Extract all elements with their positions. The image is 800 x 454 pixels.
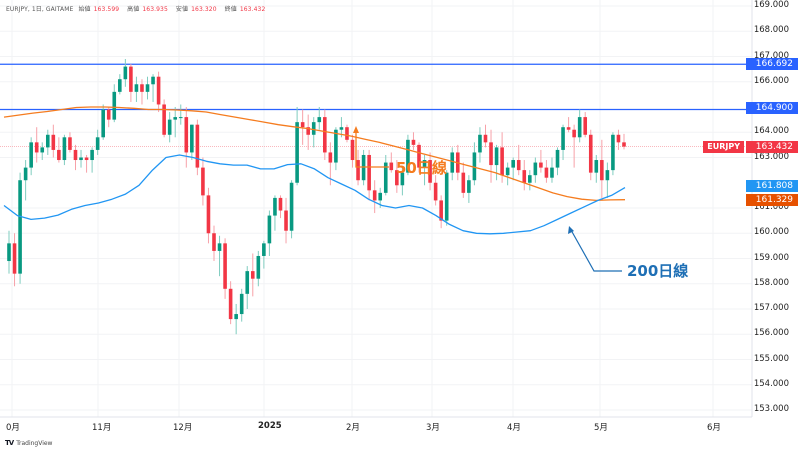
moving-average-lines xyxy=(3,106,626,235)
time-tick-label: 2月 xyxy=(346,423,360,433)
open-label: 始値 xyxy=(78,6,91,13)
time-tick-label: 3月 xyxy=(426,423,440,433)
ma200-value-tag: 161.808 xyxy=(746,180,798,192)
price-tick-label: 167.000 xyxy=(753,50,789,61)
ma50-line xyxy=(3,106,626,202)
annotation-arrows xyxy=(353,126,622,272)
high-value: 163.935 xyxy=(142,6,168,13)
price-tick-label: 168.000 xyxy=(753,25,789,36)
time-tick-label: 4月 xyxy=(507,423,521,433)
time-tick-label: 6月 xyxy=(707,423,721,433)
low-label: 安値 xyxy=(175,6,189,13)
price-tick-label: 163.000 xyxy=(753,151,789,162)
candles xyxy=(7,59,626,335)
ma200-annotation-label: 200日線 xyxy=(627,262,689,280)
time-tick-label: 11月 xyxy=(92,423,112,433)
price-tick-label: 166.000 xyxy=(753,75,789,86)
price-tick-label: 154.000 xyxy=(753,378,789,389)
price-tick-label: 164.000 xyxy=(753,126,789,137)
ma50-value-tag: 161.329 xyxy=(746,194,798,206)
ma50-annotation-label: 50日線 xyxy=(396,159,447,177)
price-tick-label: 153.000 xyxy=(753,404,789,414)
price-tick-label: 169.000 xyxy=(753,0,789,10)
tradingview-logo-icon: TV xyxy=(5,439,14,447)
open-value: 163.599 xyxy=(93,6,120,13)
tradingview-logo[interactable]: TV TradingView xyxy=(5,439,52,447)
symbol-name: EURJPY, 1日, GAITAME xyxy=(6,6,74,13)
resistance-high-tag: 166.692 xyxy=(746,58,798,70)
symbol-legend: EURJPY, 1日, GAITAME 始値 163.599 高値 163.935 … xyxy=(6,4,271,13)
price-tick-label: 155.000 xyxy=(753,353,789,364)
time-tick-label: 12月 xyxy=(173,423,193,433)
resistance-low-tag: 164.900 xyxy=(746,102,798,114)
time-tick-label: 5月 xyxy=(594,423,608,433)
grid-lines xyxy=(0,0,752,417)
price-tick-label: 158.000 xyxy=(753,277,789,288)
time-tick-label: 0月 xyxy=(6,423,20,433)
price-tick-label: 161.000 xyxy=(753,202,789,212)
price-tick-label: 160.000 xyxy=(753,227,789,238)
close-value: 163.432 xyxy=(239,6,266,13)
price-tick-label: 157.000 xyxy=(753,303,789,313)
tradingview-logo-text: TradingView xyxy=(16,439,53,447)
close-label: 終値 xyxy=(224,6,237,13)
low-value: 163.320 xyxy=(191,6,217,13)
symbol-price-tag: EURJPY xyxy=(703,141,744,153)
time-tick-label: 2025 xyxy=(258,421,282,431)
price-tick-label: 156.000 xyxy=(753,328,789,339)
price-tick-label: 159.000 xyxy=(753,252,789,263)
ma200-line xyxy=(3,154,626,235)
current-price-tag: 163.432 xyxy=(746,141,798,153)
high-label: 高値 xyxy=(127,6,140,13)
